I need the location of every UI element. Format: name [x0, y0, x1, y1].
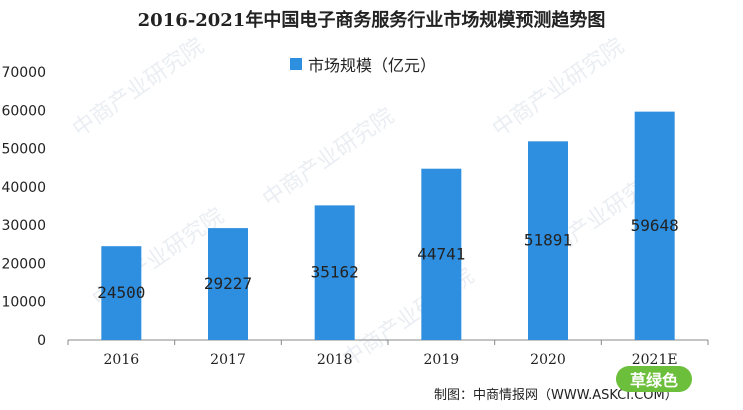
data-label: 59648: [631, 216, 679, 235]
legend-label: 市场规模（亿元）: [308, 56, 437, 75]
chart-credit: 制图：中商情报网（WWW.ASKCI.COM）: [434, 388, 678, 403]
data-label: 24500: [97, 283, 145, 302]
y-tick-label: 70000: [1, 65, 46, 81]
y-tick-label: 0: [37, 333, 46, 349]
data-label: 51891: [524, 231, 572, 250]
brand-badge: 草绿色: [616, 366, 692, 392]
x-tick-label: 2019: [424, 352, 460, 368]
legend-swatch: [290, 58, 302, 70]
data-label: 44741: [417, 244, 465, 263]
y-tick-label: 10000: [1, 295, 46, 311]
y-tick-label: 30000: [1, 218, 46, 234]
chart-legend: 市场规模（亿元）: [290, 52, 436, 76]
y-tick-label: 20000: [1, 256, 46, 272]
bar: [421, 168, 462, 340]
x-tick-label: 2021E: [632, 352, 678, 368]
y-tick-label: 60000: [1, 103, 46, 119]
x-tick-label: 2016: [104, 352, 140, 368]
bar: [314, 205, 355, 340]
x-tick-label: 2017: [210, 352, 246, 368]
y-tick-label: 40000: [1, 180, 46, 196]
bar: [208, 228, 248, 340]
bar: [634, 111, 675, 341]
bar: [101, 246, 142, 340]
chart-title: 2016-2021年中国电子商务服务行业市场规模预测趋势图: [137, 10, 606, 31]
data-label: 29227: [204, 274, 252, 293]
bar: [528, 141, 568, 340]
y-tick-label: 50000: [1, 142, 46, 158]
x-tick-label: 2020: [530, 352, 566, 368]
data-label: 35162: [311, 263, 359, 282]
x-tick-label: 2018: [317, 352, 353, 368]
